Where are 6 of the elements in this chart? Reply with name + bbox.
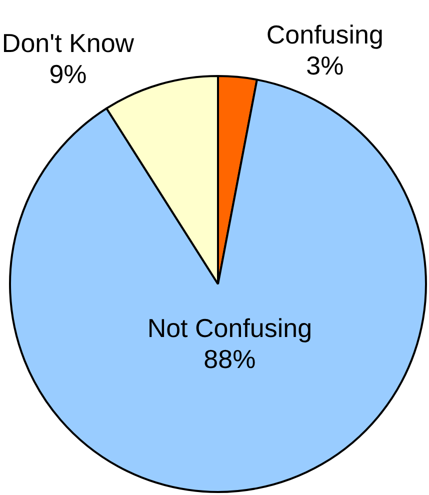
data-label: 9%	[49, 58, 87, 89]
slice-label: Don't Know	[2, 28, 134, 58]
slice-label: Confusing	[266, 20, 384, 50]
data-label: 3%	[306, 50, 344, 81]
data-label: 88%	[204, 344, 256, 374]
slice-label: Not Confusing	[147, 312, 312, 343]
